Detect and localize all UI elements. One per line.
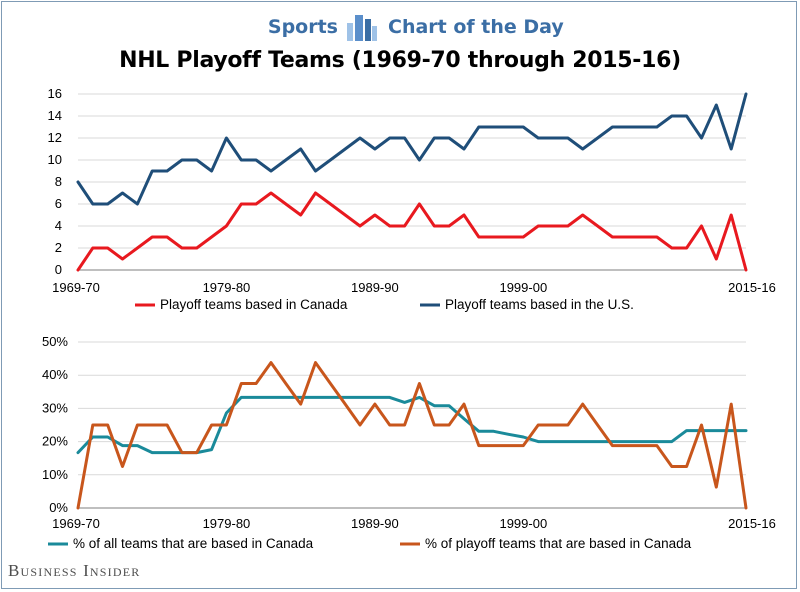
y-tick-label: 2: [55, 240, 62, 255]
legend-label: Playoff teams based in Canada: [160, 297, 348, 312]
x-tick-label: 1979-80: [203, 516, 251, 531]
y-tick-label: 10%: [42, 467, 68, 482]
x-tick-label: 1999-00: [499, 280, 547, 295]
x-tick-label: 1989-90: [351, 280, 399, 295]
playoff-teams-chart: 0 2 4 6 8 10 12 14 16 1969-70 1979-80 1989-90 1999-0…: [48, 86, 776, 312]
y-tick-label: 0%: [49, 500, 68, 515]
y-tick-label: 50%: [42, 334, 68, 349]
y-tick-label: 4: [55, 218, 62, 233]
x-tick-label: 1969-70: [52, 280, 100, 295]
business-insider-logo: Business Insider: [8, 561, 141, 580]
x-tick-label: 1979-80: [203, 280, 251, 295]
y-tick-label: 0: [55, 262, 62, 277]
x-tick-label: 1999-00: [499, 516, 547, 531]
series-line-of-playoff-teams-that-are-based-in-canada: [76, 361, 748, 510]
x-tick-label: 2015-16: [728, 280, 776, 295]
y-tick-label: 6: [55, 196, 62, 211]
y-tick-label: 12: [48, 130, 62, 145]
y-tick-label: 10: [48, 152, 62, 167]
bar-chart-icon: [347, 15, 377, 41]
x-tick-label: 1969-70: [52, 516, 100, 531]
y-tick-label: 16: [48, 86, 62, 101]
series-line-playoff-teams-based-in-the-u-s: [76, 92, 748, 206]
y-tick-label: 14: [48, 108, 62, 123]
series-line-playoff-teams-based-in-canada: [76, 191, 748, 272]
legend-label: % of playoff teams that are based in Can…: [425, 536, 692, 551]
brand-chart-of-the-day: Chart of the Day: [388, 16, 564, 38]
y-tick-label: 8: [55, 174, 62, 189]
y-tick-label: 20%: [42, 434, 68, 449]
legend-label: Playoff teams based in the U.S.: [445, 297, 634, 312]
header: Sports Chart of the Day: [0, 10, 800, 44]
playoff-percentage-chart: 0% 10% 20% 30% 40% 50% 1969-70 1979-80 1989-90 19…: [42, 334, 776, 551]
y-tick-label: 40%: [42, 367, 68, 382]
legend-label: % of all teams that are based in Canada: [73, 536, 314, 551]
y-tick-label: 30%: [42, 400, 68, 415]
x-tick-label: 1989-90: [351, 516, 399, 531]
x-tick-label: 2015-16: [728, 516, 776, 531]
brand-sports: Sports: [267, 16, 338, 38]
chart-title: NHL Playoff Teams (1969-70 through 2015-…: [119, 48, 681, 73]
